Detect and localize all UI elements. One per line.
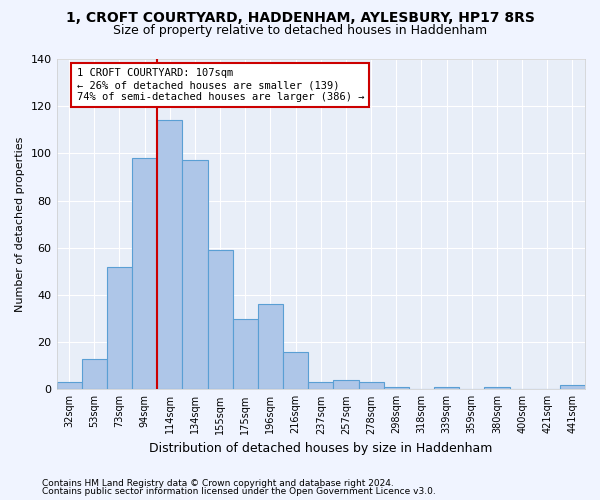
Bar — [283, 352, 308, 390]
Bar — [182, 160, 208, 390]
Text: Contains HM Land Registry data © Crown copyright and database right 2024.: Contains HM Land Registry data © Crown c… — [42, 478, 394, 488]
Text: 1, CROFT COURTYARD, HADDENHAM, AYLESBURY, HP17 8RS: 1, CROFT COURTYARD, HADDENHAM, AYLESBURY… — [65, 11, 535, 25]
Bar — [258, 304, 283, 390]
Bar — [308, 382, 334, 390]
Bar — [434, 387, 459, 390]
Bar — [132, 158, 157, 390]
Bar — [334, 380, 359, 390]
Bar — [484, 387, 509, 390]
Bar — [82, 358, 107, 390]
Bar — [359, 382, 383, 390]
X-axis label: Distribution of detached houses by size in Haddenham: Distribution of detached houses by size … — [149, 442, 493, 455]
Text: 1 CROFT COURTYARD: 107sqm
← 26% of detached houses are smaller (139)
74% of semi: 1 CROFT COURTYARD: 107sqm ← 26% of detac… — [77, 68, 364, 102]
Bar — [107, 266, 132, 390]
Y-axis label: Number of detached properties: Number of detached properties — [15, 136, 25, 312]
Bar — [233, 318, 258, 390]
Bar — [56, 382, 82, 390]
Bar — [208, 250, 233, 390]
Text: Size of property relative to detached houses in Haddenham: Size of property relative to detached ho… — [113, 24, 487, 37]
Bar — [157, 120, 182, 390]
Bar — [383, 387, 409, 390]
Bar — [560, 384, 585, 390]
Text: Contains public sector information licensed under the Open Government Licence v3: Contains public sector information licen… — [42, 487, 436, 496]
